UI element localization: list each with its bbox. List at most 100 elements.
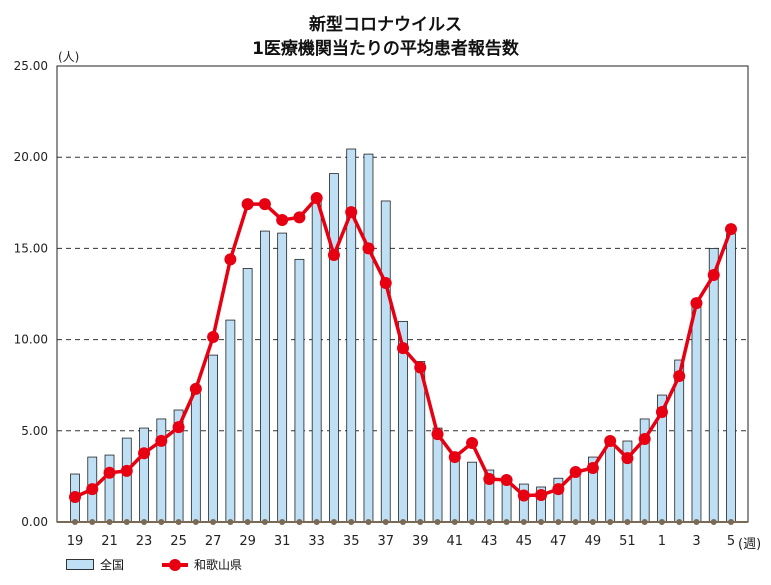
wakayama-point-1 bbox=[655, 406, 668, 419]
bar-41 bbox=[449, 457, 460, 523]
y-tick-label: 10.00 bbox=[14, 333, 48, 347]
legend-bar-swatch bbox=[66, 559, 94, 570]
baseline-marker bbox=[296, 519, 303, 525]
bar-33 bbox=[311, 195, 322, 523]
wakayama-point-45 bbox=[517, 489, 530, 502]
x-tick-label: 51 bbox=[619, 534, 636, 549]
chart-title-line1: 新型コロナウイルス bbox=[309, 15, 462, 35]
wakayama-point-42 bbox=[466, 437, 479, 450]
baseline-marker bbox=[158, 519, 165, 525]
baseline-marker bbox=[451, 519, 458, 525]
wakayama-point-3 bbox=[690, 297, 703, 310]
baseline-marker bbox=[330, 519, 337, 525]
bar-48 bbox=[570, 474, 581, 523]
baseline-marker bbox=[89, 519, 96, 525]
y-tick-label: 20.00 bbox=[14, 150, 48, 164]
wakayama-point-38 bbox=[397, 342, 409, 355]
baseline-marker bbox=[210, 519, 217, 525]
x-tick-label: 41 bbox=[447, 534, 464, 549]
x-tick-label: 49 bbox=[585, 534, 602, 549]
wakayama-point-24 bbox=[155, 434, 168, 447]
baseline-marker bbox=[676, 519, 683, 525]
baseline-marker bbox=[486, 519, 493, 525]
baseline-marker bbox=[348, 519, 355, 525]
x-tick-label: 45 bbox=[516, 534, 533, 549]
x-tick-label: 29 bbox=[239, 534, 256, 549]
baseline-marker bbox=[261, 519, 268, 525]
wakayama-point-5 bbox=[725, 223, 737, 236]
baseline-marker bbox=[365, 519, 372, 525]
baseline-marker bbox=[417, 519, 424, 525]
wakayama-point-49 bbox=[586, 462, 599, 475]
x-tick-label: 3 bbox=[692, 534, 700, 549]
wakayama-point-50 bbox=[604, 435, 617, 448]
bar-4 bbox=[708, 247, 719, 523]
bar-24 bbox=[156, 418, 167, 523]
bar-22 bbox=[121, 437, 132, 523]
wakayama-point-31 bbox=[276, 213, 289, 226]
legend-label-wakayama: 和歌山県 bbox=[194, 558, 243, 572]
x-tick-label: 27 bbox=[205, 534, 222, 549]
wakayama-point-22 bbox=[120, 464, 133, 477]
x-tick-label: 1 bbox=[658, 534, 666, 549]
wakayama-point-20 bbox=[86, 483, 99, 496]
baseline-marker bbox=[400, 519, 406, 525]
baseline-marker bbox=[469, 519, 476, 525]
wakayama-point-51 bbox=[621, 452, 634, 465]
baseline-marker bbox=[728, 519, 734, 525]
legend-label-national: 全国 bbox=[100, 558, 125, 572]
x-tick-label: 21 bbox=[101, 534, 118, 549]
bar-28 bbox=[225, 319, 236, 523]
wakayama-point-2 bbox=[673, 370, 686, 383]
wakayama-point-33 bbox=[310, 192, 323, 205]
x-tick-label: 19 bbox=[67, 534, 84, 549]
wakayama-point-40 bbox=[431, 428, 444, 441]
wakayama-point-37 bbox=[379, 277, 392, 290]
baseline-marker bbox=[710, 519, 717, 525]
bar-26 bbox=[190, 392, 201, 523]
wakayama-point-23 bbox=[138, 447, 151, 460]
baseline-marker bbox=[607, 519, 614, 525]
baseline-marker bbox=[572, 519, 579, 525]
bar-23 bbox=[139, 427, 149, 523]
baseline-marker bbox=[313, 519, 320, 525]
x-axis-unit: (週) bbox=[738, 537, 762, 552]
wakayama-point-4 bbox=[707, 269, 720, 282]
baseline-marker bbox=[141, 519, 148, 525]
bar-37 bbox=[380, 200, 391, 523]
baseline-marker bbox=[244, 519, 251, 525]
baseline-marker bbox=[434, 519, 441, 525]
wakayama-point-27 bbox=[207, 331, 220, 344]
wakayama-point-48 bbox=[569, 466, 582, 479]
bar-3 bbox=[691, 302, 702, 523]
baseline-marker bbox=[227, 519, 234, 525]
y-axis-unit: (人) bbox=[58, 50, 80, 64]
x-tick-label: 5 bbox=[727, 534, 735, 549]
baseline-marker bbox=[538, 519, 545, 525]
wakayama-point-39 bbox=[414, 361, 427, 374]
legend-line-swatch bbox=[162, 558, 188, 571]
baseline-marker bbox=[658, 519, 665, 525]
wakayama-point-21 bbox=[103, 466, 116, 479]
x-tick-label: 33 bbox=[308, 534, 325, 549]
legend-item-national: 全国 bbox=[66, 556, 124, 573]
bar-31 bbox=[277, 232, 288, 523]
wakayama-point-46 bbox=[535, 489, 548, 502]
baseline-marker bbox=[175, 519, 182, 525]
bar-5 bbox=[726, 233, 736, 523]
bar-29 bbox=[242, 268, 253, 523]
x-tick-label: 23 bbox=[136, 534, 153, 549]
bar-40 bbox=[432, 427, 443, 523]
wakayama-point-28 bbox=[224, 253, 237, 266]
bar-50 bbox=[605, 441, 616, 523]
wakayama-point-26 bbox=[189, 382, 202, 395]
y-tick-label: 15.00 bbox=[14, 241, 48, 255]
y-tick-label: 0.00 bbox=[21, 515, 48, 529]
baseline-marker bbox=[624, 519, 631, 525]
wakayama-point-30 bbox=[258, 198, 271, 211]
chart-title-line2: 1医療機関当たりの平均患者報告数 bbox=[252, 39, 519, 59]
wakayama-point-32 bbox=[293, 211, 306, 224]
bar-30 bbox=[259, 230, 270, 523]
y-tick-label: 5.00 bbox=[21, 424, 48, 438]
